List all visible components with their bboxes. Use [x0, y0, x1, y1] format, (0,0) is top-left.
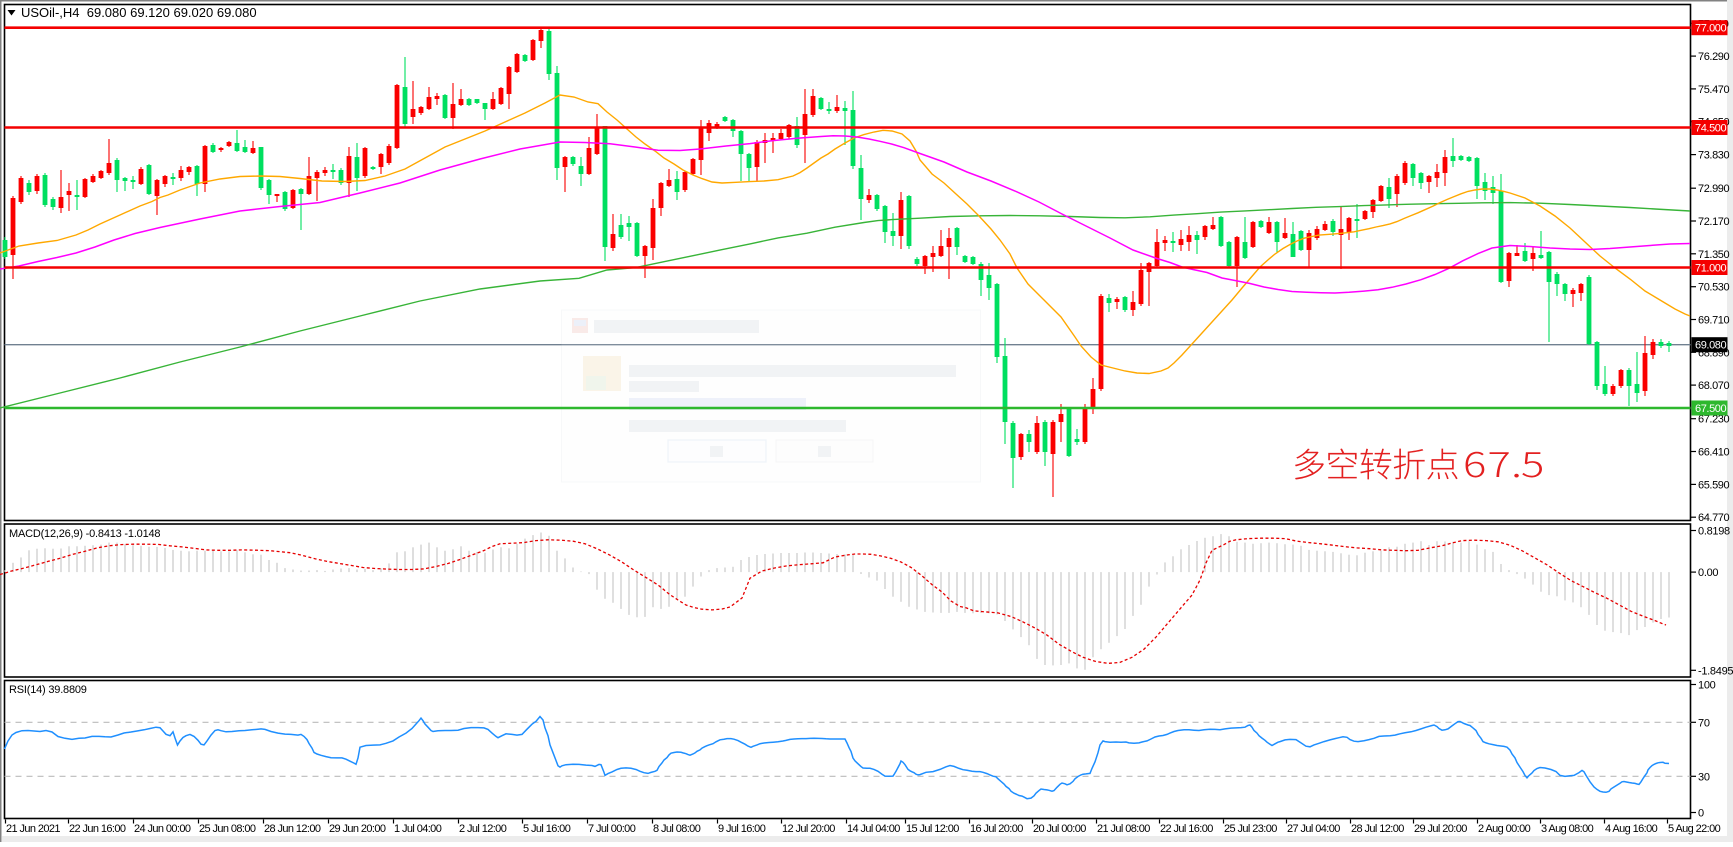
svg-text:29 Jun 20:00: 29 Jun 20:00 — [329, 823, 386, 835]
svg-text:24 Jun 00:00: 24 Jun 00:00 — [134, 823, 191, 835]
svg-text:7 Jul 00:00: 7 Jul 00:00 — [588, 823, 636, 835]
svg-text:71.000: 71.000 — [1695, 263, 1727, 275]
svg-text:27 Jul 04:00: 27 Jul 04:00 — [1287, 823, 1340, 835]
svg-text:66.410: 66.410 — [1698, 447, 1730, 459]
svg-text:0.00: 0.00 — [1698, 567, 1718, 579]
svg-text:67.500: 67.500 — [1695, 403, 1727, 415]
svg-text:3 Aug 08:00: 3 Aug 08:00 — [1541, 823, 1594, 835]
svg-text:1 Jul 04:00: 1 Jul 04:00 — [394, 823, 442, 835]
svg-text:5 Aug 22:00: 5 Aug 22:00 — [1668, 823, 1721, 835]
svg-text:70.530: 70.530 — [1698, 282, 1730, 294]
svg-text:71.350: 71.350 — [1698, 249, 1730, 261]
svg-text:USOil-,H4 69.080 69.120 69.02: USOil-,H4 69.080 69.120 69.020 69.080 — [21, 5, 257, 20]
svg-text:74.500: 74.500 — [1695, 123, 1727, 135]
svg-text:21 Jul 08:00: 21 Jul 08:00 — [1097, 823, 1150, 835]
svg-text:29 Jul 20:00: 29 Jul 20:00 — [1414, 823, 1467, 835]
svg-text:22 Jun 16:00: 22 Jun 16:00 — [69, 823, 126, 835]
svg-text:100: 100 — [1698, 680, 1716, 692]
svg-text:25 Jun 08:00: 25 Jun 08:00 — [199, 823, 256, 835]
svg-text:21 Jun 2021: 21 Jun 2021 — [6, 823, 60, 835]
svg-text:69.080: 69.080 — [1695, 340, 1727, 352]
svg-text:30: 30 — [1698, 771, 1710, 783]
svg-text:14 Jul 04:00: 14 Jul 04:00 — [847, 823, 900, 835]
svg-text:RSI(14) 39.8809: RSI(14) 39.8809 — [9, 684, 87, 696]
svg-text:73.830: 73.830 — [1698, 150, 1730, 162]
svg-text:25 Jul 23:00: 25 Jul 23:00 — [1224, 823, 1277, 835]
svg-text:28 Jun 12:00: 28 Jun 12:00 — [264, 823, 321, 835]
svg-text:69.710: 69.710 — [1698, 315, 1730, 327]
svg-text:2 Aug 00:00: 2 Aug 00:00 — [1478, 823, 1531, 835]
svg-text:-1.8495: -1.8495 — [1698, 665, 1733, 677]
svg-text:0.8198: 0.8198 — [1698, 526, 1730, 538]
svg-text:64.770: 64.770 — [1698, 512, 1730, 524]
svg-text:0: 0 — [1698, 808, 1704, 820]
svg-text:4 Aug 16:00: 4 Aug 16:00 — [1605, 823, 1658, 835]
svg-text:72.170: 72.170 — [1698, 216, 1730, 228]
svg-text:76.290: 76.290 — [1698, 51, 1730, 63]
svg-text:28 Jul 12:00: 28 Jul 12:00 — [1351, 823, 1404, 835]
svg-text:67.230: 67.230 — [1698, 414, 1730, 426]
svg-text:68.070: 68.070 — [1698, 380, 1730, 392]
svg-text:8 Jul 08:00: 8 Jul 08:00 — [653, 823, 701, 835]
svg-text:12 Jul 20:00: 12 Jul 20:00 — [782, 823, 835, 835]
svg-text:22 Jul 16:00: 22 Jul 16:00 — [1160, 823, 1213, 835]
svg-text:70: 70 — [1698, 717, 1710, 729]
svg-text:5 Jul 16:00: 5 Jul 16:00 — [523, 823, 571, 835]
svg-text:9 Jul 16:00: 9 Jul 16:00 — [718, 823, 766, 835]
svg-text:20 Jul 00:00: 20 Jul 00:00 — [1033, 823, 1086, 835]
svg-text:77.000: 77.000 — [1695, 23, 1727, 35]
svg-text:2 Jul 12:00: 2 Jul 12:00 — [459, 823, 507, 835]
svg-text:15 Jul 12:00: 15 Jul 12:00 — [906, 823, 959, 835]
svg-text:65.590: 65.590 — [1698, 479, 1730, 491]
svg-text:72.990: 72.990 — [1698, 183, 1730, 195]
svg-text:16 Jul 20:00: 16 Jul 20:00 — [970, 823, 1023, 835]
svg-text:75.470: 75.470 — [1698, 84, 1730, 96]
svg-text:MACD(12,26,9) -0.8413 -1.0148: MACD(12,26,9) -0.8413 -1.0148 — [9, 528, 160, 540]
